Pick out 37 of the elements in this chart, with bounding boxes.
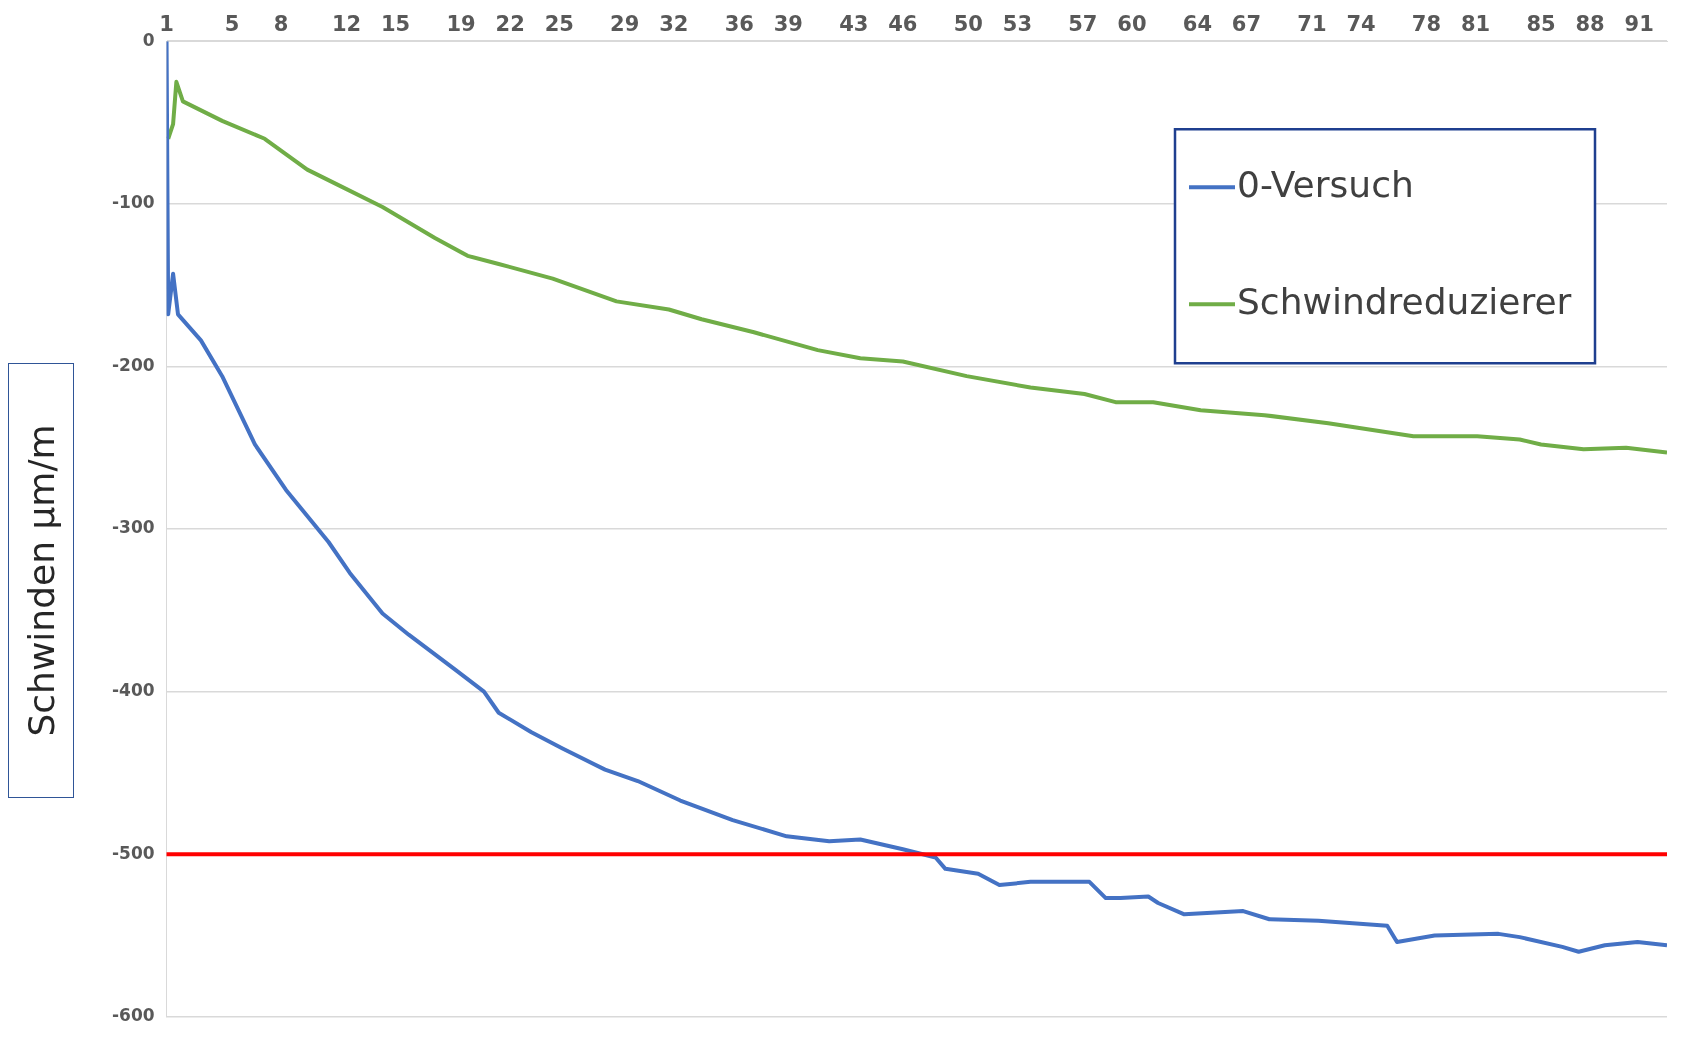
x-tick-label: 39 xyxy=(773,12,803,37)
x-tick-label: 85 xyxy=(1526,12,1556,37)
x-tick-label: 36 xyxy=(724,12,754,37)
x-tick-label: 74 xyxy=(1346,12,1376,37)
x-tick-label: 1 xyxy=(159,12,174,37)
x-tick-label: 78 xyxy=(1411,12,1442,37)
x-tick-label: 19 xyxy=(446,12,476,37)
x-tick-label: 57 xyxy=(1068,12,1098,37)
legend-label: Schwindreduzierer xyxy=(1237,280,1572,322)
x-tick-label: 22 xyxy=(495,12,525,37)
x-tick-label: 12 xyxy=(331,12,362,37)
x-tick-label: 8 xyxy=(273,12,289,37)
x-tick-label: 91 xyxy=(1624,12,1654,37)
x-tick-label: 15 xyxy=(381,12,411,37)
y-tick-label: -300 xyxy=(111,517,155,538)
y-tick-label: -100 xyxy=(111,192,155,213)
x-tick-label: 81 xyxy=(1460,12,1491,37)
x-tick-label: 53 xyxy=(1002,12,1033,37)
x-tick-label: 25 xyxy=(544,12,574,37)
x-tick-label: 67 xyxy=(1231,12,1262,37)
x-tick-label: 71 xyxy=(1297,12,1327,37)
x-tick-label: 32 xyxy=(659,12,689,37)
x-tick-label: 46 xyxy=(888,12,918,37)
y-tick-label: -500 xyxy=(111,842,155,863)
y-tick-label: -400 xyxy=(111,680,155,701)
x-tick-label: 64 xyxy=(1182,12,1213,37)
legend-label: 0-Versuch xyxy=(1237,163,1414,205)
x-tick-label: 5 xyxy=(224,12,240,37)
y-tick-label: 0 xyxy=(142,29,155,50)
y-axis-title: Schwinden µm/m xyxy=(20,424,62,737)
y-tick-label: -200 xyxy=(111,354,155,375)
x-tick-label: 50 xyxy=(953,12,983,37)
x-tick-label: 60 xyxy=(1117,12,1147,37)
x-tick-label: 88 xyxy=(1575,12,1605,37)
x-tick-label: 29 xyxy=(610,12,640,37)
x-tick-label: 43 xyxy=(839,12,869,37)
y-tick-label: -600 xyxy=(111,1005,155,1026)
